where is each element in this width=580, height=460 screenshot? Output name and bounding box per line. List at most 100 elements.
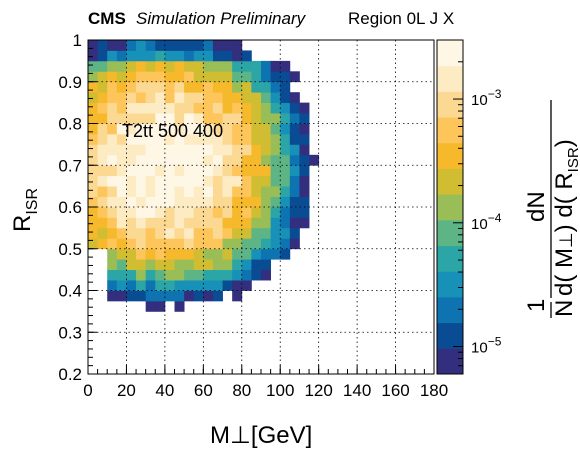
- heatmap-cell: [241, 71, 252, 83]
- heatmap-cell: [174, 50, 185, 62]
- heatmap-cell: [174, 144, 185, 156]
- heatmap-cell: [299, 113, 310, 124]
- heatmap-cell: [212, 186, 223, 197]
- heatmap-cell: [270, 102, 281, 114]
- heatmap-cell: [97, 165, 108, 177]
- heatmap-cell: [107, 113, 118, 124]
- heatmap-cell: [289, 71, 300, 83]
- heatmap-cell: [270, 227, 281, 239]
- heatmap-cell: [164, 290, 175, 302]
- heatmap-cell: [116, 186, 127, 197]
- heatmap-cell: [136, 102, 147, 114]
- heatmap-cell: [232, 280, 243, 291]
- heatmap-cell: [212, 165, 223, 177]
- color-bar-segment: [437, 245, 463, 272]
- color-bar-segment: [437, 194, 463, 221]
- heatmap-cell: [193, 238, 204, 250]
- heatmap-cell: [184, 259, 195, 271]
- heatmap-cell: [88, 50, 99, 62]
- heatmap-cell: [155, 92, 166, 104]
- heatmap-cell: [232, 144, 243, 156]
- heatmap-cell: [270, 248, 281, 260]
- heatmap-cell: [174, 186, 185, 197]
- heatmap-cell: [97, 92, 108, 104]
- heatmap-cell: [155, 60, 166, 72]
- heatmap-cell: [193, 269, 204, 281]
- heatmap-cell: [203, 280, 214, 291]
- heatmap-cell: [203, 144, 214, 156]
- heatmap-cell: [126, 165, 137, 177]
- heatmap-cell: [212, 92, 223, 104]
- heatmap-cell: [164, 50, 175, 62]
- heatmap-cell: [241, 280, 252, 291]
- heatmap-cell: [261, 154, 272, 166]
- heatmap-cell: [116, 144, 127, 156]
- x-tick-label: 140: [343, 381, 371, 400]
- heatmap-cell: [222, 60, 233, 72]
- heatmap-cell: [193, 217, 204, 229]
- heatmap-cell: [88, 227, 99, 239]
- heatmap-cell: [107, 154, 118, 166]
- heatmap-cell: [222, 227, 233, 239]
- heatmap-cell: [193, 40, 204, 51]
- heatmap-cell: [280, 175, 291, 187]
- heatmap-cell: [212, 133, 223, 145]
- y-tick-label: 0.4: [58, 282, 82, 301]
- heatmap-cell: [232, 92, 243, 104]
- heatmap-cell: [145, 186, 156, 197]
- heatmap-cell: [97, 238, 108, 250]
- heatmap-cell: [289, 133, 300, 145]
- heatmap-cell: [164, 217, 175, 229]
- heatmap-cell: [193, 102, 204, 114]
- x-tick-label: 160: [381, 381, 409, 400]
- z-tick-label: 10−3: [471, 87, 502, 109]
- heatmap-cell: [155, 186, 166, 197]
- heatmap-cell: [184, 50, 195, 62]
- heatmap-cell: [97, 113, 108, 124]
- heatmap-cell: [251, 259, 262, 271]
- heatmap-cell: [251, 71, 262, 83]
- heatmap-cell: [203, 133, 214, 145]
- heatmap-cell: [174, 81, 185, 93]
- heatmap-cell: [203, 71, 214, 83]
- heatmap-cell: [251, 60, 262, 72]
- heatmap-cell: [270, 60, 281, 72]
- heatmap-cell: [212, 196, 223, 208]
- heatmap-cell: [270, 71, 281, 83]
- heatmap-cell: [174, 227, 185, 239]
- heatmap-cell: [299, 144, 310, 156]
- heatmap-cell: [222, 154, 233, 166]
- heatmap-cell: [222, 144, 233, 156]
- heatmap-cell: [136, 133, 147, 145]
- heatmap-cell: [280, 102, 291, 114]
- heatmap-cell: [222, 81, 233, 93]
- heatmap-cell: [203, 102, 214, 114]
- heatmap-cell: [97, 133, 108, 145]
- heatmap-cell: [155, 123, 166, 135]
- heatmap-cell: [203, 113, 214, 124]
- heatmap-cell: [212, 175, 223, 187]
- heatmap-cell: [289, 144, 300, 156]
- y-tick-label: 0.2: [58, 365, 82, 384]
- color-bar-segment: [437, 142, 463, 169]
- heatmap-cell: [299, 175, 310, 187]
- heatmap-cell: [203, 92, 214, 104]
- heatmap-cell: [280, 60, 291, 72]
- heatmap-cell: [88, 81, 99, 93]
- heatmap-cell: [280, 227, 291, 239]
- heatmap-cell: [270, 238, 281, 250]
- heatmap-cell: [97, 186, 108, 197]
- heatmap-cell: [212, 71, 223, 83]
- heatmap-cell: [261, 123, 272, 135]
- heatmap-cell: [270, 175, 281, 187]
- heatmap-cell: [212, 144, 223, 156]
- color-bar-segment: [437, 65, 463, 92]
- x-tick-label: 120: [304, 381, 332, 400]
- heatmap-cell: [184, 154, 195, 166]
- heatmap-cell: [155, 290, 166, 302]
- cb-title-denominator: d( M⊥) d( RISR): [551, 139, 580, 296]
- heatmap-cell: [155, 227, 166, 239]
- heatmap-cell: [107, 196, 118, 208]
- heatmap-cell: [261, 217, 272, 229]
- signal-annotation: T2tt 500 400: [122, 121, 223, 141]
